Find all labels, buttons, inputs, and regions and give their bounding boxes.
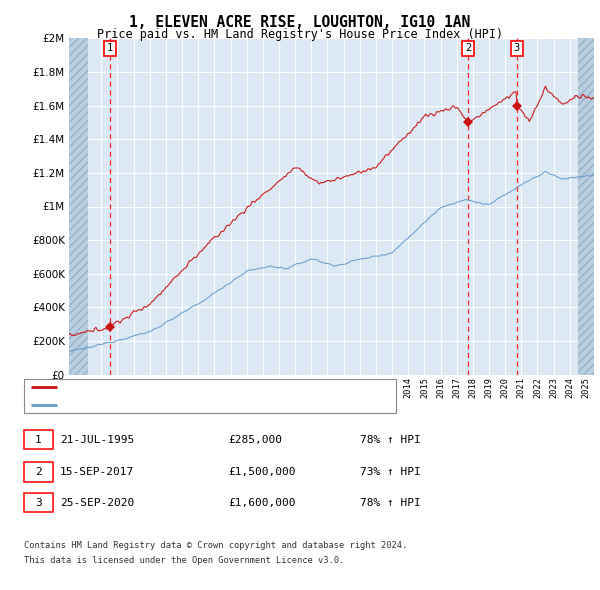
Text: 3: 3: [35, 498, 42, 507]
Text: 78% ↑ HPI: 78% ↑ HPI: [360, 498, 421, 507]
Text: Price paid vs. HM Land Registry's House Price Index (HPI): Price paid vs. HM Land Registry's House …: [97, 28, 503, 41]
Text: 78% ↑ HPI: 78% ↑ HPI: [360, 435, 421, 444]
Text: £1,500,000: £1,500,000: [228, 467, 296, 477]
Text: 1: 1: [35, 435, 42, 444]
Text: 25-SEP-2020: 25-SEP-2020: [60, 498, 134, 507]
Bar: [69, 38, 88, 375]
Text: 1: 1: [107, 44, 113, 53]
Text: This data is licensed under the Open Government Licence v3.0.: This data is licensed under the Open Gov…: [24, 556, 344, 565]
Bar: [578, 38, 594, 375]
Text: 73% ↑ HPI: 73% ↑ HPI: [360, 467, 421, 477]
Text: £285,000: £285,000: [228, 435, 282, 444]
Text: Contains HM Land Registry data © Crown copyright and database right 2024.: Contains HM Land Registry data © Crown c…: [24, 540, 407, 549]
Text: 3: 3: [514, 44, 520, 53]
Text: 2: 2: [35, 467, 42, 477]
Text: 2: 2: [465, 44, 471, 53]
Text: HPI: Average price, detached house, Epping Forest: HPI: Average price, detached house, Eppi…: [63, 401, 357, 411]
Text: 21-JUL-1995: 21-JUL-1995: [60, 435, 134, 444]
Text: 1, ELEVEN ACRE RISE, LOUGHTON, IG10 1AN: 1, ELEVEN ACRE RISE, LOUGHTON, IG10 1AN: [130, 15, 470, 30]
Text: 15-SEP-2017: 15-SEP-2017: [60, 467, 134, 477]
Text: 1, ELEVEN ACRE RISE, LOUGHTON, IG10 1AN (detached house): 1, ELEVEN ACRE RISE, LOUGHTON, IG10 1AN …: [63, 382, 399, 392]
Text: £1,600,000: £1,600,000: [228, 498, 296, 507]
